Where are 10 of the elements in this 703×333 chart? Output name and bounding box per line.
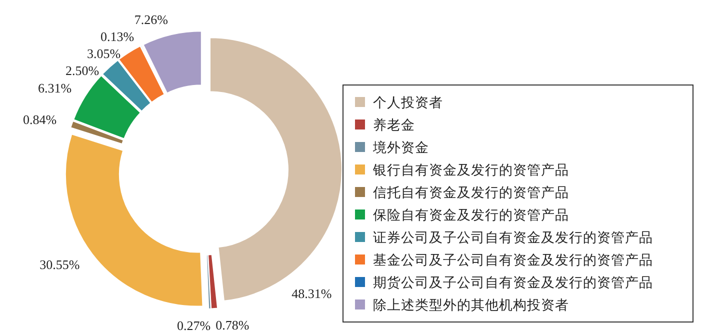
legend-label: 境外资金 [372,140,429,155]
legend-label: 基金公司及子公司自有资金及发行的资管产品 [373,252,653,268]
legend-label: 信托自有资金及发行的资管产品 [373,185,569,200]
legend-label: 期货公司及子公司自有资金及发行的资管产品 [373,275,653,290]
legend-label: 保险自有资金及发行的资管产品 [373,208,569,222]
legend-label: 个人投资者 [373,95,443,110]
legend-label: 除上述类型外的其他机构投资者 [373,298,569,312]
legend-label: 养老金 [373,118,415,132]
legend-label: 银行自有资金及发行的资管产品 [372,162,569,178]
legend-label: 证券公司及子公司自有资金及发行的资管产品 [373,230,653,245]
